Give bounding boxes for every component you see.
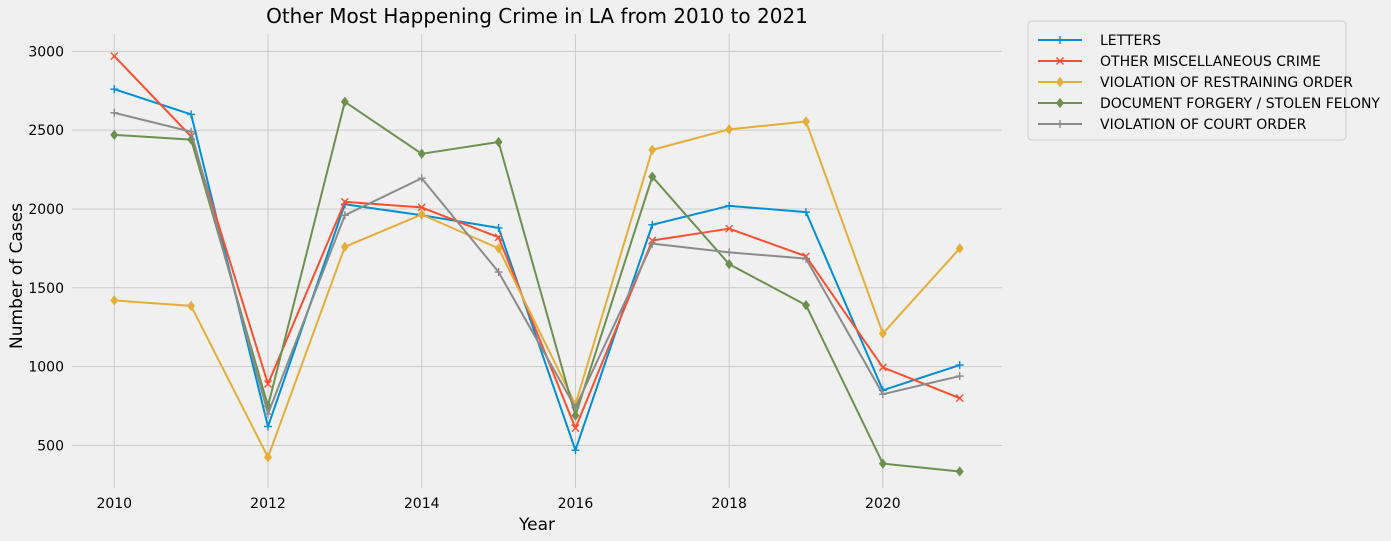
data-point [725, 201, 734, 210]
data-point [571, 424, 580, 433]
data-point [648, 220, 657, 229]
legend-item: VIOLATION OF COURT ORDER [1038, 117, 1307, 133]
legend-item: VIOLATION OF RESTRAINING ORDER [1038, 75, 1353, 91]
legend-label: DOCUMENT FORGERY / STOLEN FELONY [1100, 96, 1380, 112]
series-group [110, 52, 964, 477]
legend-label: VIOLATION OF RESTRAINING ORDER [1100, 75, 1353, 91]
data-point [340, 241, 349, 252]
data-point [263, 409, 272, 418]
data-point [571, 410, 580, 421]
data-point [725, 224, 734, 233]
data-point [802, 208, 811, 217]
series-line [113, 55, 961, 430]
data-point [110, 129, 119, 141]
data-point [955, 361, 964, 370]
data-point [955, 466, 964, 477]
y-tick-label: 2000 [28, 202, 64, 218]
data-point [340, 197, 349, 206]
data-point [417, 209, 426, 220]
x-tick-label: 2020 [865, 496, 901, 512]
y-tick-label: 500 [37, 438, 64, 454]
legend-frame [1027, 20, 1347, 141]
data-point [187, 110, 196, 119]
data-point [648, 239, 657, 248]
data-point [417, 174, 426, 183]
data-point [187, 300, 196, 312]
data-point [725, 124, 734, 135]
data-point [648, 171, 657, 182]
data-point [955, 243, 964, 254]
data-point [494, 136, 503, 148]
legend-label: VIOLATION OF COURT ORDER [1100, 117, 1307, 133]
data-point [878, 363, 887, 372]
data-point [263, 452, 272, 463]
legend-item: OTHER MISCELLANEOUS CRIME [1038, 54, 1321, 70]
series-5 [110, 108, 964, 418]
legend-marker [1056, 120, 1064, 128]
data-point [878, 390, 887, 399]
x-tick-label: 2012 [250, 496, 286, 512]
data-point [110, 85, 119, 94]
data-point [571, 446, 580, 455]
data-point [494, 223, 503, 232]
data-point [494, 233, 503, 242]
data-point [955, 394, 964, 403]
legend-marker [1055, 97, 1065, 109]
legend-item: LETTERS [1038, 33, 1161, 49]
series-line [114, 120, 961, 459]
data-point [110, 295, 119, 306]
data-point [340, 96, 349, 107]
legend-marker [1055, 76, 1065, 88]
legend: LETTERS OTHER MISCELLANEOUS CRIME VIOLATIO… [1027, 20, 1380, 141]
data-point [648, 144, 657, 156]
data-point [725, 248, 734, 257]
legend-item: DOCUMENT FORGERY / STOLEN FELONY [1038, 96, 1380, 112]
data-point [494, 243, 503, 254]
data-point [110, 108, 119, 117]
tick-labels: 500 1000 1500 2000 2500 3000 2010 2012 2014 2016 2… [28, 44, 900, 512]
x-tick-label: 2016 [558, 496, 594, 512]
chart-title: Other Most Happening Crime in LA from 20… [266, 4, 808, 28]
x-axis-label: Year [518, 515, 555, 535]
data-point [417, 148, 426, 159]
x-tick-label: 2014 [404, 496, 440, 512]
legend-marker [1056, 36, 1064, 44]
data-point [802, 299, 811, 311]
data-point [955, 372, 964, 381]
y-tick-label: 1500 [28, 281, 64, 297]
legend-label: OTHER MISCELLANEOUS CRIME [1100, 54, 1321, 70]
data-point [802, 254, 811, 263]
data-point [110, 52, 119, 61]
x-tick-label: 2010 [96, 496, 132, 512]
data-point [725, 259, 734, 270]
legend-marker [1056, 57, 1064, 65]
data-point [802, 116, 811, 127]
legend-label: LETTERS [1100, 33, 1161, 49]
series-line [114, 100, 960, 473]
data-point [340, 211, 349, 220]
y-tick-label: 2500 [28, 123, 64, 139]
y-axis-label: Number of Cases [7, 203, 27, 349]
data-point [494, 268, 503, 277]
data-point [263, 422, 272, 431]
x-tick-label: 2018 [711, 496, 747, 512]
data-point [187, 127, 196, 136]
data-point [571, 403, 580, 412]
data-point [878, 328, 887, 339]
y-tick-label: 1000 [28, 360, 64, 376]
data-point [263, 379, 272, 388]
series-line [114, 111, 960, 415]
series-3 [110, 116, 964, 463]
data-point [417, 203, 426, 212]
y-tick-label: 3000 [28, 44, 64, 60]
data-point [878, 458, 887, 469]
